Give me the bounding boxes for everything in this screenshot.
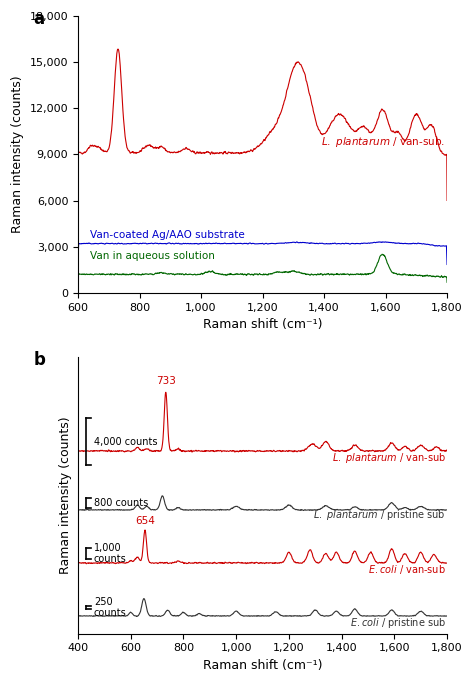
Y-axis label: Raman intensity (counts): Raman intensity (counts) <box>11 76 24 233</box>
Text: 1,000
counts: 1,000 counts <box>94 543 127 564</box>
Text: 800 counts: 800 counts <box>94 498 148 508</box>
Text: a: a <box>34 10 45 29</box>
Text: b: b <box>34 351 46 369</box>
Text: 250
counts: 250 counts <box>94 597 127 619</box>
X-axis label: Raman shift (cm⁻¹): Raman shift (cm⁻¹) <box>203 318 322 331</box>
Text: 4,000 counts: 4,000 counts <box>94 436 157 447</box>
Text: $\it{L.\ plantarum}$ / pristine sub: $\it{L.\ plantarum}$ / pristine sub <box>313 507 446 522</box>
Text: $\it{L.\ plantarum}$ / van-sub.: $\it{L.\ plantarum}$ / van-sub. <box>321 135 445 149</box>
Text: $\it{E.coli}$ / pristine sub: $\it{E.coli}$ / pristine sub <box>350 616 446 630</box>
Text: 654: 654 <box>135 516 155 527</box>
Text: Van in aqueous solution: Van in aqueous solution <box>91 251 215 261</box>
Text: $\it{L.\ plantarum}$ / van-sub: $\it{L.\ plantarum}$ / van-sub <box>332 451 446 465</box>
Text: 733: 733 <box>156 376 176 386</box>
Y-axis label: Raman intensity (counts): Raman intensity (counts) <box>59 417 73 574</box>
Text: $\it{E.coli}$ / van-sub: $\it{E.coli}$ / van-sub <box>368 563 446 576</box>
Text: Van-coated Ag/AAO substrate: Van-coated Ag/AAO substrate <box>91 230 245 240</box>
X-axis label: Raman shift (cm⁻¹): Raman shift (cm⁻¹) <box>203 659 322 672</box>
